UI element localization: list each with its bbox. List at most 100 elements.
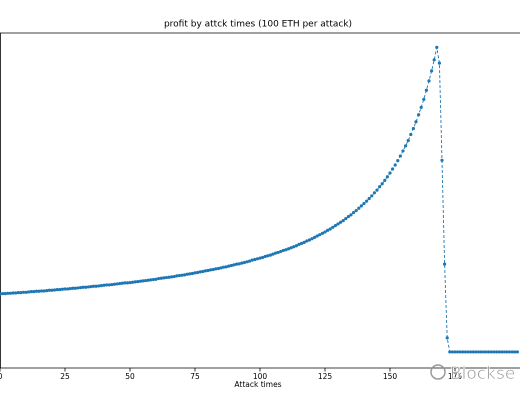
data-point: [435, 45, 439, 50]
data-point: [255, 257, 259, 261]
data-point: [245, 260, 249, 264]
data-point: [146, 278, 150, 282]
data-point: [463, 350, 467, 354]
data-point: [97, 284, 101, 288]
data-point: [136, 279, 140, 284]
data-point: [323, 230, 327, 234]
data-point: [313, 235, 317, 239]
data-point: [34, 289, 39, 293]
x-tick-label: 0: [0, 372, 3, 381]
data-point: [344, 216, 348, 221]
data-point: [162, 276, 166, 280]
data-point: [50, 288, 54, 292]
data-point: [469, 350, 473, 354]
data-point: [47, 288, 52, 292]
data-point: [253, 257, 257, 262]
data-point: [175, 274, 179, 278]
data-point: [372, 191, 376, 195]
data-point: [281, 248, 285, 253]
data-point: [450, 350, 454, 354]
data-point: [37, 289, 41, 293]
data-point: [370, 194, 374, 198]
x-tick-label: 175: [448, 372, 463, 381]
data-point: [63, 287, 67, 291]
data-point: [123, 281, 127, 285]
data-point: [81, 285, 85, 289]
data-point: [164, 275, 168, 280]
data-point: [489, 350, 493, 354]
data-point: [417, 113, 421, 117]
data-point: [141, 279, 145, 283]
data-point: [159, 276, 163, 280]
data-point: [138, 279, 142, 283]
data-point: [302, 240, 306, 244]
data-point: [339, 220, 343, 224]
data-point: [29, 290, 33, 294]
data-point: [73, 286, 77, 290]
data-point: [279, 249, 283, 254]
data-point: [263, 254, 267, 259]
data-point: [380, 182, 384, 186]
x-axis-label: Attack times: [234, 380, 281, 389]
data-point: [240, 261, 244, 265]
x-tick-label: 75: [190, 372, 200, 381]
data-point: [357, 206, 361, 210]
data-point: [84, 285, 88, 289]
data-point: [99, 283, 103, 288]
data-point: [482, 350, 486, 354]
data-point: [461, 350, 465, 354]
data-point: [300, 241, 304, 245]
data-point: [365, 199, 369, 203]
x-tick-label: 150: [383, 372, 398, 381]
data-point: [216, 266, 220, 271]
data-point: [274, 251, 278, 255]
data-point: [310, 237, 314, 241]
data-point: [11, 291, 15, 295]
data-point: [94, 284, 98, 288]
data-point: [92, 284, 96, 288]
data-point: [190, 271, 194, 276]
data-point: [479, 350, 483, 354]
data-point: [193, 271, 197, 275]
data-point: [378, 185, 382, 189]
data-point: [271, 252, 275, 256]
data-point: [128, 280, 132, 285]
data-point: [432, 58, 436, 62]
data-point: [42, 289, 46, 293]
data-point: [495, 350, 499, 354]
data-point: [396, 159, 400, 163]
data-point: [266, 254, 270, 258]
data-point: [383, 178, 387, 182]
data-point: [66, 287, 70, 291]
data-point: [346, 214, 350, 219]
data-point: [21, 290, 25, 294]
data-point: [71, 286, 75, 290]
data-point: [289, 246, 293, 250]
data-point: [492, 350, 496, 354]
data-point: [170, 275, 174, 279]
data-point: [232, 263, 236, 267]
data-point: [362, 201, 366, 206]
data-point: [222, 265, 226, 269]
data-point: [305, 239, 309, 243]
data-point: [8, 291, 12, 295]
data-point: [318, 233, 322, 237]
data-point: [406, 138, 410, 143]
data-point: [167, 275, 171, 279]
data-point: [336, 222, 340, 226]
data-point: [430, 69, 434, 73]
data-point: [375, 188, 379, 192]
data-point: [16, 291, 20, 295]
data-point: [133, 280, 137, 284]
data-point: [333, 224, 337, 228]
data-point: [151, 277, 155, 282]
data-point: [110, 282, 114, 287]
data-point: [201, 269, 205, 274]
data-point: [229, 263, 233, 268]
data-point: [76, 286, 80, 290]
data-point: [211, 267, 215, 272]
data-point: [359, 204, 363, 208]
data-point: [276, 250, 280, 255]
data-point: [497, 350, 501, 354]
watermark: Blockse: [450, 364, 515, 384]
